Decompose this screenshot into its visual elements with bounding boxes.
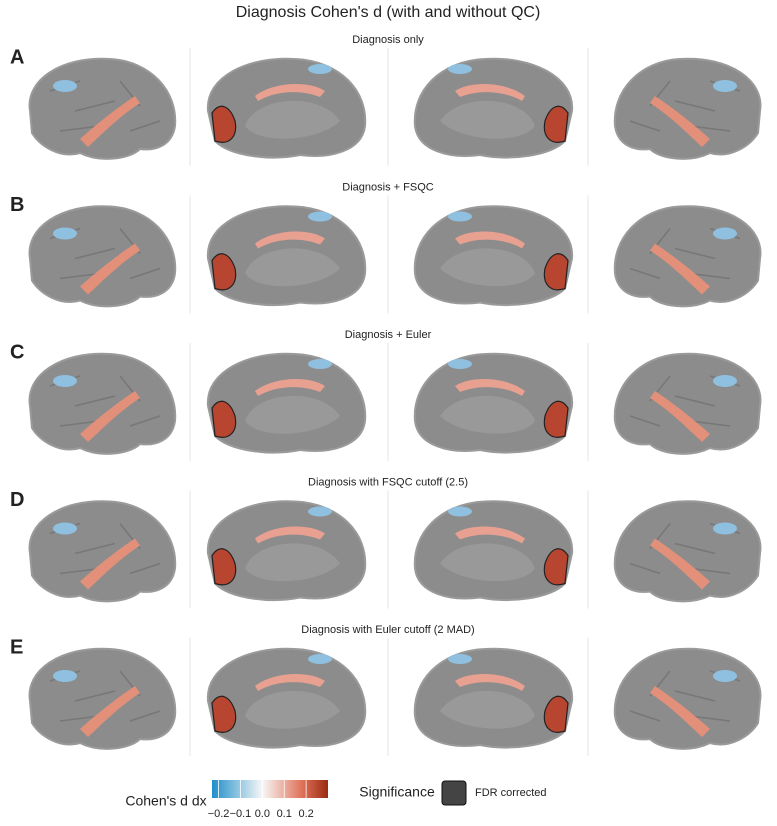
brain-lateral-left: [28, 647, 177, 750]
significance-key: [441, 780, 467, 806]
brain-lateral-right: [613, 500, 762, 603]
panel-letter: B: [10, 194, 24, 216]
brain-lateral-left: [28, 352, 177, 455]
brain-lateral-right: [613, 205, 762, 308]
brain-lateral-right: [613, 57, 762, 160]
panel-subtitle: Diagnosis + FSQC: [342, 181, 433, 193]
panel-letter: A: [10, 46, 24, 68]
brain-medial-right: [413, 500, 574, 601]
colorbar-title: Cohen's d dx: [125, 793, 206, 809]
colorbar-tick-label: 0.1: [277, 808, 292, 820]
brain-medial-left: [206, 352, 367, 454]
panel-letter: D: [10, 489, 24, 511]
panel-letter: C: [10, 341, 24, 363]
brain-lateral-right: [613, 647, 762, 750]
colorbar-tick-label: −0.1: [230, 808, 252, 820]
colorbar-tick-label: 0.0: [255, 808, 270, 820]
panel-subtitle: Diagnosis + Euler: [345, 329, 432, 341]
significance-title: Significance: [359, 784, 435, 800]
brain-lateral-left: [28, 500, 177, 603]
panel-subtitle: Diagnosis with FSQC cutoff (2.5): [308, 476, 468, 488]
panel-subtitle: Diagnosis with Euler cutoff (2 MAD): [301, 624, 474, 636]
brain-lateral-left: [28, 57, 177, 160]
panel-subtitle: Diagnosis only: [352, 34, 424, 46]
panel-letter: E: [10, 636, 23, 658]
brain-medial-right: [413, 647, 574, 749]
brain-lateral-left: [28, 205, 177, 308]
significance-label: FDR corrected: [475, 787, 547, 799]
colorbar-tick-label: 0.2: [298, 808, 313, 820]
brain-medial-left: [206, 500, 367, 601]
brain-medial-right: [413, 205, 574, 306]
brain-medial-left: [206, 57, 367, 159]
brain-medial-right: [413, 352, 574, 454]
colorbar-tick-label: −0.2: [208, 808, 230, 820]
brain-lateral-right: [613, 352, 762, 455]
colorbar: [212, 780, 328, 798]
brain-medial-left: [206, 205, 367, 306]
brain-medial-right: [413, 57, 574, 159]
title: Diagnosis Cohen's d (with and without QC…: [236, 4, 541, 21]
brain-medial-left: [206, 647, 367, 749]
